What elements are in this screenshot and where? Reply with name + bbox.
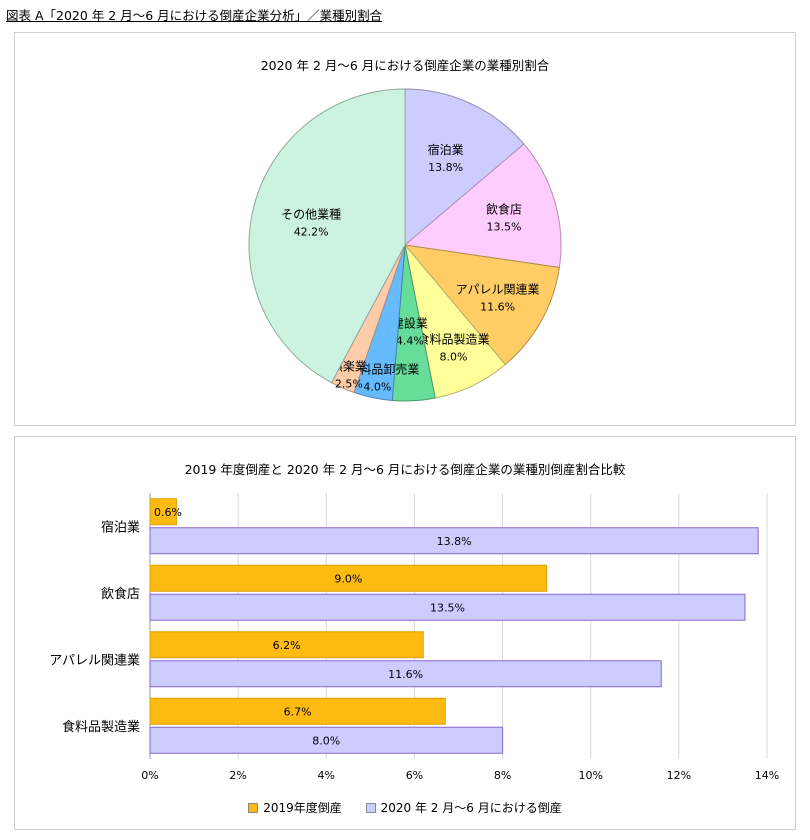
x-tick-label: 2% [229,769,246,782]
legend-swatch-2019 [248,802,259,813]
category-label: 食料品製造業 [62,719,140,735]
category-label: アパレル関連業 [49,652,140,668]
pie-slice-label: 食料品製造業 [417,331,489,346]
pie-slice-label: 飲食店 [486,202,522,217]
pie-slice-value: 13.8% [428,161,463,174]
bar-value-label: 8.0% [312,734,340,747]
bar-2020 [149,726,504,754]
pie-slice-value: 8.0% [439,350,467,363]
legend-label-2020: 2020 年 2 月〜6 月における倒産 [380,801,562,815]
pie-slice-value: 11.6% [480,301,515,314]
bar-2020 [149,660,662,688]
x-tick-label: 14% [755,769,779,782]
pie-slice-label: 建設業 [392,316,428,331]
bar-value-label: 13.8% [437,535,472,548]
category-label: 宿泊業 [101,519,140,535]
x-tick-label: 12% [667,769,691,782]
legend-label-2019: 2019年度倒産 [263,801,342,815]
bar-value-label: 0.6% [154,506,182,519]
legend-item-2019: 2019年度倒産 [248,799,342,816]
pie-slice-value: 13.5% [486,221,521,234]
bar-2019 [149,564,548,592]
pie-slice-label: アパレル関連業 [456,283,540,297]
bar-chart-panel: 2019 年度倒産と 2020 年 2 月〜6 月における倒産企業の業種別倒産割… [14,436,796,830]
figure-title: 図表 A「2020 年 2 月〜6 月における倒産企業分析」／業種別割合 [6,8,383,23]
pie-slice-0 [404,88,525,247]
bar-value-label: 6.2% [273,639,301,652]
pie-chart: 宿泊業 13.8% 飲食店 13.5% アパレル関連業 11.6% 食料品製造業 8.0% 建設… [248,88,562,402]
pie-slice-label: 宿泊業 [428,142,464,157]
bar-value-label: 9.0% [334,572,362,585]
bar-value-label: 11.6% [388,668,423,681]
pie-chart-title: 2020 年 2 月〜6 月における倒産企業の業種別割合 [260,58,550,73]
bar-value-label: 6.7% [284,705,312,718]
pie-slice-value: 4.4% [396,335,424,348]
bar-2020 [149,527,759,555]
bar-2019 [149,498,177,526]
pie-slice-label: その他業種 [281,208,341,222]
bar-2020 [149,593,746,621]
bar-chart: 0% 2% 4% 6% 8% 10% 12% 14% 宿泊業 0.6% 13.8% 飲食店 9.0% 13… [49,493,779,782]
legend-item-2020: 2020 年 2 月〜6 月における倒産 [365,799,562,816]
x-tick-label: 4% [318,769,335,782]
category-label: 飲食店 [101,586,140,602]
legend-swatch-2020 [365,802,376,813]
pie-slice-value: 2.5% [335,378,363,391]
pie-slice-7 [248,88,406,384]
bar-2019 [149,631,424,659]
bar-value-label: 13.5% [430,601,465,614]
bar-chart-legend: 2019年度倒産 2020 年 2 月〜6 月における倒産 [15,799,795,816]
x-tick-label: 0% [141,769,158,782]
pie-chart-panel: 2020 年 2 月〜6 月における倒産企業の業種別割合 宿泊業 13.8% 飲食店… [14,32,796,426]
pie-slice-value: 4.0% [363,380,391,393]
x-tick-label: 6% [406,769,423,782]
x-tick-label: 10% [578,769,602,782]
bar-chart-title: 2019 年度倒産と 2020 年 2 月〜6 月における倒産企業の業種別倒産割… [184,462,626,477]
pie-slice-2 [403,244,560,366]
bar-2019 [149,697,446,725]
pie-slice-1 [403,143,562,269]
x-tick-label: 8% [494,769,511,782]
pie-slice-value: 42.2% [294,226,329,239]
